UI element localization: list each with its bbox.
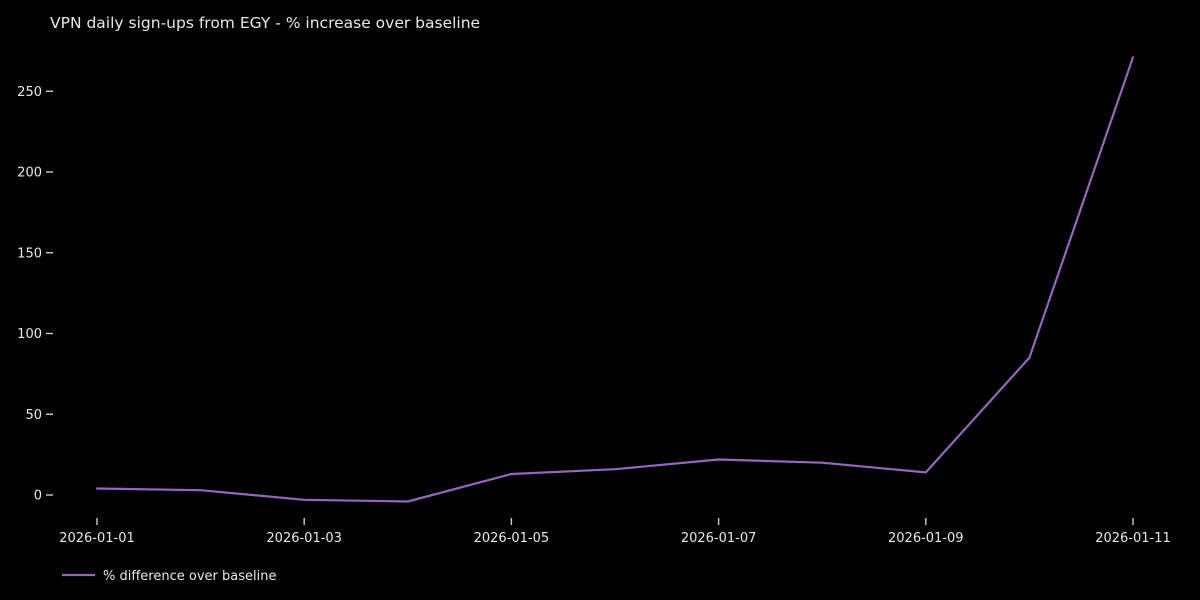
y-tick-label: 200	[17, 166, 42, 181]
y-tick-label: 0	[34, 489, 42, 504]
x-tick-label: 2026-01-03	[266, 531, 342, 546]
legend-label: % difference over baseline	[103, 569, 276, 584]
y-axis-ticks: 0 50 100 150 200 250	[17, 85, 53, 504]
y-tick-label: 50	[25, 408, 42, 423]
x-tick-label: 2026-01-09	[888, 531, 964, 546]
x-tick-label: 2026-01-07	[681, 531, 757, 546]
legend: % difference over baseline	[62, 569, 276, 584]
x-tick-label: 2026-01-11	[1095, 531, 1171, 546]
x-tick-label: 2026-01-05	[474, 531, 550, 546]
x-tick-label: 2026-01-01	[59, 531, 135, 546]
chart-title: VPN daily sign-ups from EGY - % increase…	[50, 14, 480, 32]
y-tick-label: 250	[17, 85, 42, 100]
x-axis-ticks: 2026-01-01 2026-01-03 2026-01-05 2026-01-07…	[59, 518, 1171, 546]
series-line	[95, 56, 1135, 503]
y-tick-label: 150	[17, 246, 42, 261]
y-tick-label: 100	[17, 327, 42, 342]
